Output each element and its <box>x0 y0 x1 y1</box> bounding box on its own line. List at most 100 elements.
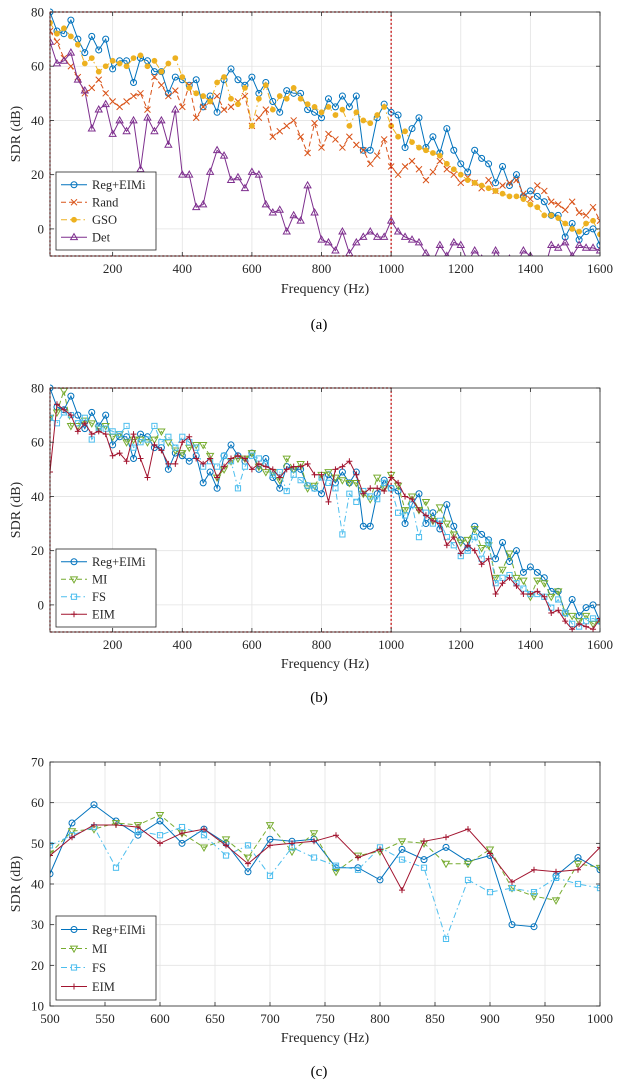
data-point <box>486 186 491 191</box>
data-point <box>110 58 115 63</box>
chart-a-x-axis-label: Frequency (Hz) <box>281 282 370 297</box>
data-point <box>298 96 303 101</box>
data-point <box>103 64 108 69</box>
data-point <box>577 229 582 234</box>
legend-label: MI <box>92 573 107 587</box>
x-tick-label: 200 <box>103 261 123 276</box>
data-point <box>180 74 185 79</box>
data-point <box>375 112 380 117</box>
x-tick-label: 650 <box>205 1011 225 1026</box>
data-point <box>535 205 540 210</box>
x-tick-label: 600 <box>150 1011 170 1026</box>
data-point <box>326 104 331 109</box>
data-point <box>54 31 59 36</box>
data-point <box>242 85 247 90</box>
data-point <box>138 53 143 58</box>
x-tick-label: 1000 <box>378 261 404 276</box>
chart-a-legend: Reg+EIMiRandGSODet <box>56 172 156 250</box>
chart-panel-c: (c) 500 550 600 650 700 750 800 850 900 950 100010… <box>9 755 613 1081</box>
y-tick-label: 20 <box>31 167 44 182</box>
data-point <box>514 194 519 199</box>
data-point <box>235 102 240 107</box>
data-point <box>249 123 254 128</box>
y-tick-label: 70 <box>31 755 44 770</box>
x-tick-label: 1200 <box>448 261 474 276</box>
data-point <box>117 61 122 66</box>
data-point <box>284 96 289 101</box>
chart-a-caption: (a) <box>311 317 328 333</box>
data-point <box>570 226 575 231</box>
chart-c-caption: (c) <box>311 1064 328 1080</box>
data-point <box>194 91 199 96</box>
chart-c-legend: Reg+EIMiMIFSEIM <box>56 916 156 1000</box>
x-tick-label: 550 <box>95 1011 115 1026</box>
data-point <box>549 213 554 218</box>
y-tick-label: 40 <box>31 877 44 892</box>
data-point <box>361 118 366 123</box>
data-point <box>368 121 373 126</box>
legend-marker <box>71 217 76 222</box>
y-tick-label: 80 <box>31 381 44 396</box>
data-point <box>402 129 407 134</box>
y-tick-label: 80 <box>31 5 44 20</box>
data-point <box>451 167 456 172</box>
legend-label: Reg+EIMi <box>92 555 146 569</box>
legend-label: Reg+EIMi <box>92 923 146 937</box>
data-point <box>430 258 437 264</box>
data-point <box>479 183 484 188</box>
x-tick-label: 400 <box>173 637 193 652</box>
data-point <box>556 215 561 220</box>
data-point <box>493 188 498 193</box>
data-point <box>201 93 206 98</box>
x-tick-label: 1000 <box>587 1011 613 1026</box>
chart-b-x-axis-label: Frequency (Hz) <box>281 657 370 672</box>
legend-label: FS <box>92 590 106 604</box>
data-point <box>528 202 533 207</box>
x-tick-label: 400 <box>173 261 193 276</box>
data-point <box>263 83 268 88</box>
legend-label: EIM <box>92 608 115 622</box>
data-point <box>166 61 171 66</box>
chart-c-x-axis-label: Frequency (Hz) <box>281 1031 370 1046</box>
x-tick-label: 800 <box>312 637 332 652</box>
data-point <box>291 85 296 90</box>
x-tick-label: 1400 <box>517 637 543 652</box>
data-point <box>542 213 547 218</box>
data-point <box>305 102 310 107</box>
data-point <box>500 191 505 196</box>
data-point <box>499 258 506 264</box>
y-tick-label: 60 <box>31 59 44 74</box>
x-tick-label: 200 <box>103 637 123 652</box>
chart-a-y-axis-label: SDR (dB) <box>9 105 24 162</box>
data-point <box>465 177 470 182</box>
data-point <box>68 34 73 39</box>
data-point <box>131 55 136 60</box>
y-tick-label: 10 <box>31 999 44 1014</box>
x-tick-label: 800 <box>370 1011 390 1026</box>
data-point <box>187 85 192 90</box>
data-point <box>277 93 282 98</box>
data-point <box>347 123 352 128</box>
data-point <box>312 104 317 109</box>
x-tick-label: 1200 <box>448 637 474 652</box>
x-tick-label: 1600 <box>587 261 613 276</box>
y-tick-label: 40 <box>31 489 44 504</box>
legend-label: Reg+EIMi <box>92 178 146 192</box>
y-tick-label: 0 <box>38 221 45 236</box>
x-tick-label: 800 <box>312 261 332 276</box>
data-point <box>208 99 213 104</box>
data-point <box>590 218 595 223</box>
y-tick-label: 30 <box>31 917 44 932</box>
legend-label: EIM <box>92 980 115 994</box>
data-point <box>563 221 568 226</box>
data-point <box>75 42 80 47</box>
chart-panel-a: (a) 200 400 600 800 1000 1200 1400 160002040608… <box>9 5 613 334</box>
x-tick-label: 1400 <box>517 261 543 276</box>
data-point <box>437 153 442 158</box>
chart-b-y-axis-label: SDR (dB) <box>9 481 24 538</box>
data-point <box>472 180 477 185</box>
data-point <box>583 221 588 226</box>
data-point <box>228 96 233 101</box>
data-point <box>82 61 87 66</box>
